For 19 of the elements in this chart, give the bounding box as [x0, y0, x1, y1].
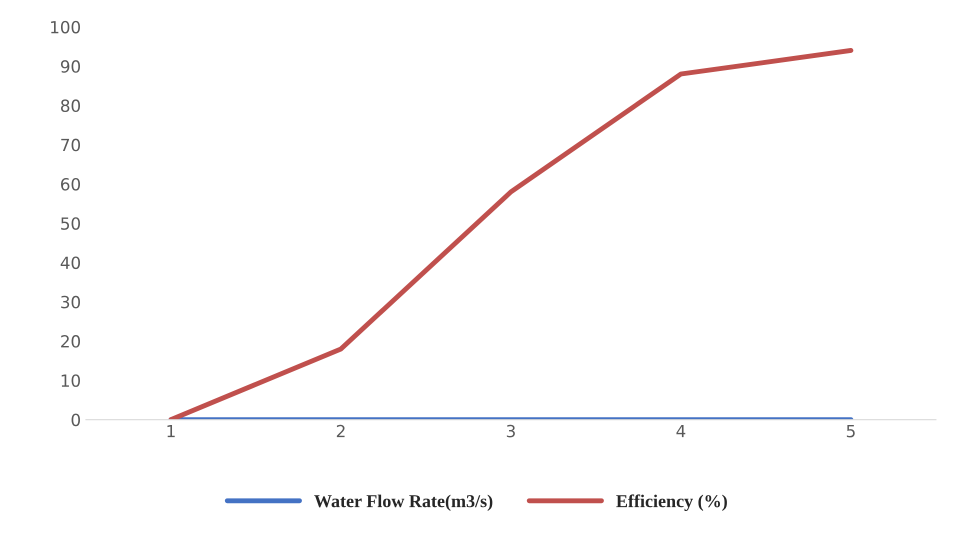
y-tick-label: 10 [62, 374, 80, 387]
y-tick-label: 0 [72, 414, 80, 426]
legend-label: Efficiency (%) [616, 494, 727, 511]
y-tick-label: 70 [61, 138, 80, 152]
line-series [168, 48, 854, 420]
y-tick-label: 90 [60, 60, 80, 73]
x-tick-label: 3 [506, 424, 515, 438]
y-tick-label: 30 [61, 296, 80, 308]
legend-label: Water Flow Rate(m3/s) [314, 494, 492, 511]
x-tick-label: 5 [846, 425, 855, 438]
x-tick-label: 1 [167, 425, 175, 438]
y-tick-label: 80 [61, 99, 80, 112]
y-tick-label: 60 [61, 178, 80, 191]
x-tick-label: 4 [676, 425, 686, 438]
y-tick-label: 100 [51, 20, 80, 34]
y-tick-label: 20 [61, 335, 80, 348]
y-tick-label: 40 [60, 256, 80, 270]
x-tick-label: 2 [336, 424, 345, 438]
y-tick-label: 50 [61, 217, 80, 230]
